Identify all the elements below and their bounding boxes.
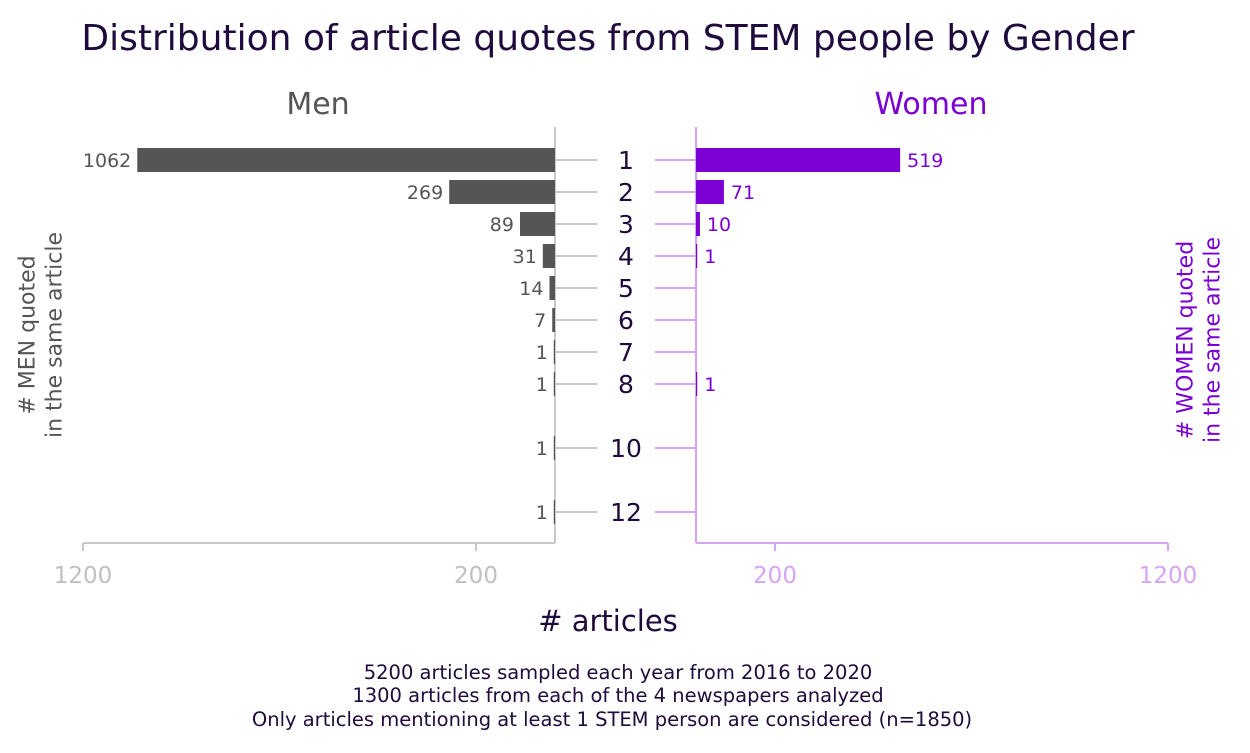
men-bar-1: [137, 148, 555, 172]
men-bar-12: [553, 500, 555, 524]
footnote-line-3: Only articles mentioning at least 1 STEM…: [252, 708, 972, 731]
men-x-tick-label-1200: 1200: [54, 563, 113, 589]
men-bar-8: [553, 372, 555, 396]
men-value-label-12: 1: [536, 502, 548, 524]
men-bar-4: [542, 244, 555, 268]
men-value-label-1: 1062: [83, 150, 131, 172]
women-value-label-3: 10: [707, 214, 731, 236]
ylab-women-line-1: # WOMEN quoted: [1174, 241, 1199, 439]
men-value-label-4: 31: [513, 246, 537, 268]
x-axis-label: # articles: [538, 604, 678, 638]
women-bar-8: [696, 372, 698, 396]
men-bar-2: [449, 180, 555, 204]
men-value-label-3: 89: [490, 214, 514, 236]
category-label-1: 1: [618, 146, 634, 175]
women-value-label-1: 519: [907, 150, 943, 172]
men-bar-10: [553, 436, 555, 460]
women-bar-4: [696, 244, 698, 268]
category-label-7: 7: [618, 338, 634, 367]
category-label-4: 4: [618, 242, 634, 271]
ylab-men-line-1: # MEN quoted: [16, 255, 41, 414]
men-panel-title: Men: [286, 87, 349, 122]
men-value-label-7: 1: [536, 342, 548, 364]
men-value-label-6: 7: [534, 310, 546, 332]
category-label-8: 8: [618, 370, 634, 399]
men-value-label-10: 1: [536, 438, 548, 460]
women-bar-2: [696, 180, 724, 204]
ylab-women-line-2: in the same article: [1201, 237, 1226, 443]
women-value-label-8: 1: [704, 374, 716, 396]
category-label-12: 12: [610, 498, 642, 527]
men-value-label-8: 1: [536, 374, 548, 396]
category-label-2: 2: [618, 178, 634, 207]
category-label-6: 6: [618, 306, 634, 335]
men-y-axis-label: # MEN quotedin the same article: [16, 232, 68, 438]
women-bar-3: [696, 212, 700, 236]
women-x-tick-label-200: 200: [753, 563, 797, 589]
men-bar-7: [553, 340, 555, 364]
women-y-axis-label: # WOMEN quotedin the same article: [1174, 237, 1226, 443]
category-label-3: 3: [618, 210, 634, 239]
footnote-line-1: 5200 articles sampled each year from 201…: [364, 661, 873, 684]
category-label-10: 10: [610, 434, 642, 463]
men-value-label-5: 14: [519, 278, 543, 300]
men-bar-3: [519, 212, 555, 236]
women-value-label-2: 71: [731, 182, 755, 204]
women-panel-title: Women: [875, 87, 988, 122]
women-x-tick-label-1200: 1200: [1139, 563, 1198, 589]
chart-title: Distribution of article quotes from STEM…: [81, 18, 1134, 59]
men-x-tick-label-200: 200: [454, 563, 498, 589]
men-bar-6: [552, 308, 555, 332]
footnote-line-2: 1300 articles from each of the 4 newspap…: [352, 684, 883, 707]
ylab-men-line-2: in the same article: [43, 232, 68, 438]
women-bar-1: [696, 148, 901, 172]
men-bar-5: [549, 276, 555, 300]
men-value-label-2: 269: [407, 182, 443, 204]
category-label-5: 5: [618, 274, 634, 303]
women-value-label-4: 1: [704, 246, 716, 268]
